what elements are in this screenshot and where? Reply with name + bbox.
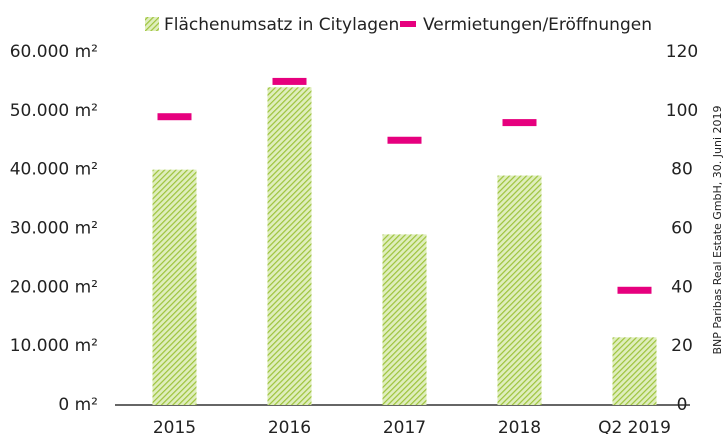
legend-label: Flächenumsatz in Citylagen	[164, 15, 399, 35]
marker	[387, 136, 422, 144]
y-tick-label: 60.000 m²	[10, 42, 98, 62]
x-tick-label: Q2 2019	[598, 418, 671, 434]
legend-label: Vermietungen/Eröffnungen	[423, 15, 652, 35]
y2-tick-label: 40	[671, 277, 693, 297]
y2-tick-label: 80	[671, 160, 693, 180]
y-tick-label: 0 m²	[58, 395, 98, 415]
source-note: BNP Paribas Real Estate GmbH, 30. Juni 2…	[711, 105, 724, 354]
marker	[502, 119, 537, 127]
y2-tick-label: 20	[671, 336, 693, 356]
y2-tick-label: 120	[666, 42, 698, 62]
y-tick-label: 40.000 m²	[10, 160, 98, 180]
legend-swatch	[145, 17, 159, 31]
x-tick-label: 2016	[268, 418, 311, 434]
x-tick-label: 2017	[383, 418, 426, 434]
bar	[267, 87, 312, 406]
y-tick-label: 30.000 m²	[10, 219, 98, 239]
y2-tick-label: 0	[677, 395, 688, 415]
bar	[612, 337, 657, 405]
y2-tick-label: 60	[671, 219, 693, 239]
y-tick-label: 20.000 m²	[10, 277, 98, 297]
bar	[382, 234, 427, 405]
y2-tick-label: 100	[666, 101, 698, 121]
marker	[617, 286, 652, 294]
x-tick-label: 2018	[498, 418, 541, 434]
x-tick-label: 2015	[153, 418, 196, 434]
y-tick-label: 50.000 m²	[10, 101, 98, 121]
bar	[152, 169, 197, 405]
legend-swatch	[400, 21, 416, 27]
bar	[497, 175, 542, 405]
marker	[157, 113, 192, 121]
y-tick-label: 10.000 m²	[10, 336, 98, 356]
marker	[272, 77, 307, 85]
